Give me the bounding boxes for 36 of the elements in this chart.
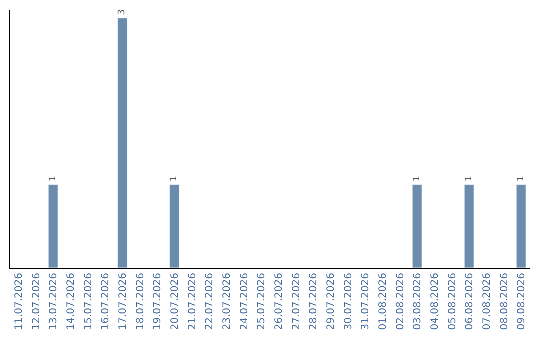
x-tick-label: 08.08.2026 xyxy=(499,273,510,330)
data-label: 1 xyxy=(412,176,422,182)
x-tick-label: 20.07.2026 xyxy=(170,273,181,330)
x-tick-label: 01.08.2026 xyxy=(378,273,389,330)
data-label: 1 xyxy=(170,176,180,182)
x-tick-label: 16.07.2026 xyxy=(100,273,112,330)
data-label: 1 xyxy=(48,176,58,182)
x-tick-label: 21.07.2026 xyxy=(187,273,198,330)
data-label: 1 xyxy=(464,176,474,182)
x-tick-label: 30.07.2026 xyxy=(343,273,354,330)
x-tick-label: 19.07.2026 xyxy=(152,273,164,330)
data-label: 3 xyxy=(118,10,128,16)
x-tick-label: 03.08.2026 xyxy=(412,273,424,330)
x-tick-label: 31.07.2026 xyxy=(360,273,372,330)
x-tick-label: 05.08.2026 xyxy=(447,273,458,330)
x-tick-label: 02.08.2026 xyxy=(395,273,406,330)
x-tick-label: 12.07.2026 xyxy=(31,273,42,330)
x-tick-label: 28.07.2026 xyxy=(308,273,320,330)
x-tick-label: 26.07.2026 xyxy=(274,273,285,330)
x-tick-label: 13.07.2026 xyxy=(48,273,60,330)
x-tick-label: 14.07.2026 xyxy=(66,273,77,330)
data-label: 1 xyxy=(516,176,526,182)
x-tick-label: 24.07.2026 xyxy=(239,273,250,330)
x-tick-label: 25.07.2026 xyxy=(256,273,268,330)
x-tick-label: 11.07.2026 xyxy=(14,273,25,330)
x-tick-label: 23.07.2026 xyxy=(222,273,233,330)
x-tick-label: 07.08.2026 xyxy=(482,273,493,330)
x-tick-label: 18.07.2026 xyxy=(135,273,146,330)
x-tick-label: 17.07.2026 xyxy=(118,273,129,330)
x-tick-label: 29.07.2026 xyxy=(326,273,337,330)
x-tick-label: 06.08.2026 xyxy=(464,273,476,330)
x-tick-label: 27.07.2026 xyxy=(291,273,302,330)
x-tick-label: 09.08.2026 xyxy=(516,273,528,330)
x-tick-label: 04.08.2026 xyxy=(430,273,441,330)
x-tick-label: 22.07.2026 xyxy=(204,273,216,330)
x-tick-label: 15.07.2026 xyxy=(83,273,94,330)
